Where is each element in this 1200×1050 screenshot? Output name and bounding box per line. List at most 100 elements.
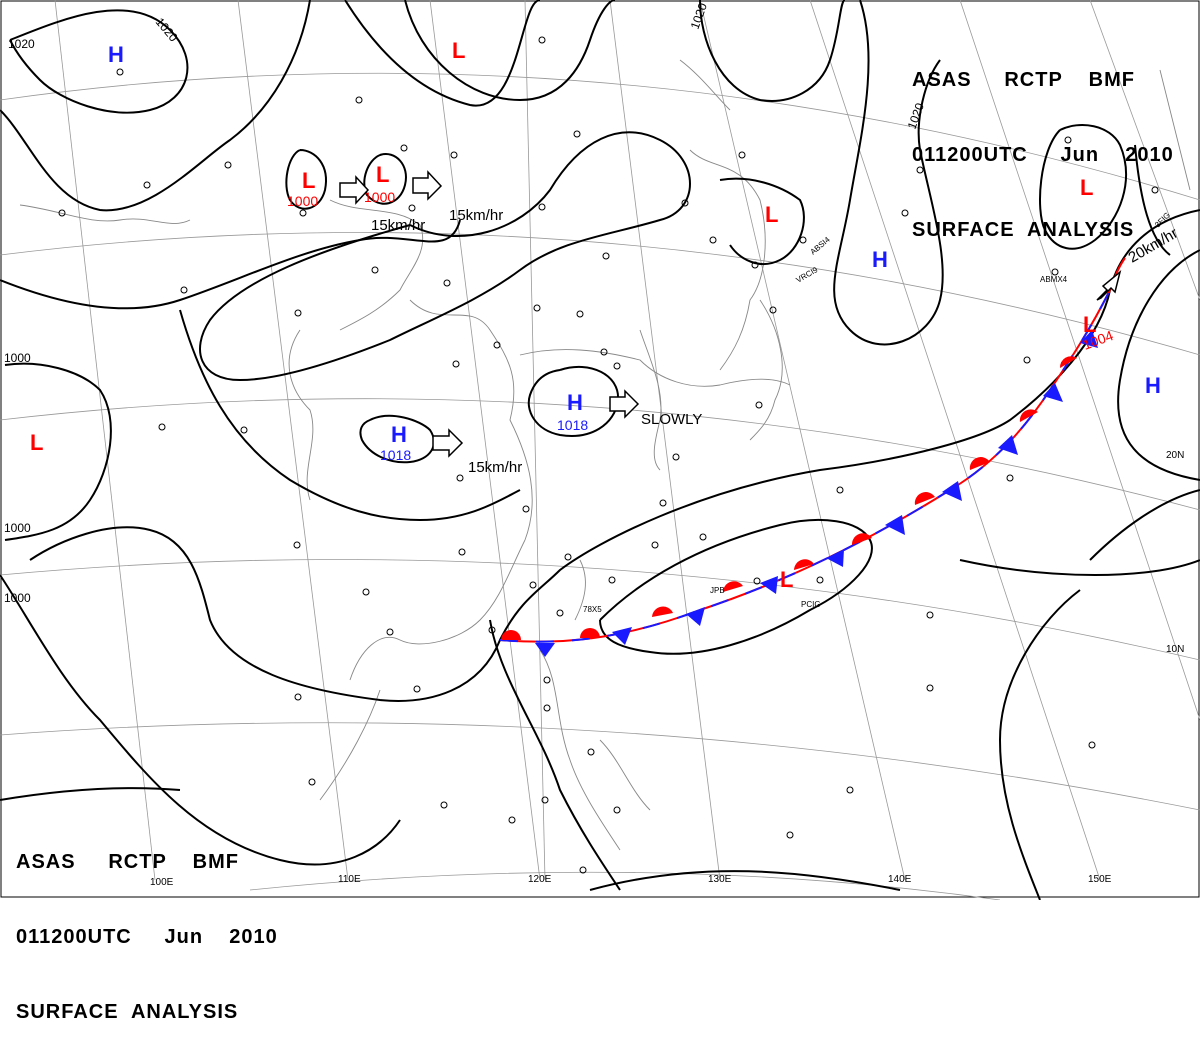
station-circle xyxy=(408,204,416,212)
station-circle xyxy=(1006,474,1014,482)
station-label: ABMX4 xyxy=(1040,275,1068,284)
station-circle xyxy=(293,541,301,549)
station-circle xyxy=(456,474,464,482)
station-circle xyxy=(440,801,448,809)
station-label: JPB xyxy=(710,586,725,595)
warm-front-bump xyxy=(794,559,814,570)
movement-label: 15km/hr xyxy=(371,217,425,234)
movement-label: SLOWLY xyxy=(641,411,702,428)
station-circle xyxy=(709,236,717,244)
station-circle xyxy=(400,144,408,152)
station-circle xyxy=(699,533,707,541)
station-circle xyxy=(659,499,667,507)
station-circle xyxy=(672,453,680,461)
station-circle xyxy=(600,348,608,356)
station-circle xyxy=(1088,741,1096,749)
cold-front-triangle xyxy=(826,549,844,567)
longitude-label: 140E xyxy=(888,874,912,885)
movement-arrow xyxy=(432,428,464,458)
station-circle xyxy=(452,360,460,368)
station-circle xyxy=(816,576,824,584)
station-circle xyxy=(576,310,584,318)
movement-label: 15km/hr xyxy=(468,459,522,476)
high-center-value: 1018 xyxy=(380,447,411,463)
coastlines xyxy=(19,59,1191,851)
station-circle xyxy=(299,209,307,217)
station-label: PCIG xyxy=(801,600,821,609)
station-circle xyxy=(143,181,151,189)
longitude-label: 150E xyxy=(1088,874,1112,885)
station-circle xyxy=(522,505,530,513)
station-circle xyxy=(371,266,379,274)
low-center: L xyxy=(780,567,793,592)
longitude-lines xyxy=(54,0,1200,881)
station-circle xyxy=(901,209,909,217)
station-circle xyxy=(613,806,621,814)
warm-front-bump xyxy=(723,581,743,592)
station-circle xyxy=(529,581,537,589)
warm-front-symbols xyxy=(501,356,1077,640)
cold-front-triangle xyxy=(998,435,1018,455)
cold-front-triangle xyxy=(760,576,778,594)
high-center: H xyxy=(108,42,124,67)
station-circle xyxy=(294,693,302,701)
low-center-value: 1000 xyxy=(364,189,395,205)
station-marks xyxy=(58,36,1159,874)
cold-front-triangle xyxy=(1080,330,1098,348)
station-circle xyxy=(926,684,934,692)
cold-front-symbols xyxy=(535,330,1098,657)
station-circle xyxy=(538,36,546,44)
footer-line-2: 011200UTC Jun 2010 xyxy=(16,926,278,948)
station-circle xyxy=(753,577,761,585)
low-center: L xyxy=(302,168,315,193)
station-circle xyxy=(681,199,689,207)
station-circle xyxy=(769,306,777,314)
station-circle xyxy=(543,676,551,684)
station-circle xyxy=(58,209,66,217)
station-circle xyxy=(836,486,844,494)
low-center: L xyxy=(1080,175,1093,200)
movement-arrow xyxy=(412,170,443,201)
footer-line-3: SURFACE ANALYSIS xyxy=(16,1001,239,1023)
isobar-labels: 1020 1020 1020 1020 1000 1000 1000 xyxy=(4,1,927,605)
station-circle xyxy=(751,261,759,269)
longitude-label: 110E xyxy=(338,874,361,885)
pressure-centers: H L L 1000 L 1000 L H 1018 H 1018 L H L … xyxy=(30,38,1161,592)
station-circle xyxy=(556,609,564,617)
low-center: L xyxy=(765,202,778,227)
station-circle xyxy=(738,151,746,159)
station-circle xyxy=(224,161,232,169)
station-circle xyxy=(587,748,595,756)
cold-front-triangle xyxy=(686,607,705,626)
station-circle xyxy=(1051,268,1059,276)
station-circle xyxy=(362,588,370,596)
longitude-labels: 100E 110E 120E 130E 140E 150E xyxy=(150,874,1112,888)
movement-label: 15km/hr xyxy=(449,207,503,224)
movement-arrow xyxy=(1096,269,1122,301)
cold-front-triangle xyxy=(885,515,905,535)
low-center: L xyxy=(376,162,389,187)
latitude-label: 10N xyxy=(1166,644,1184,655)
high-center: H xyxy=(872,247,888,272)
longitude-label: 100E xyxy=(150,877,174,888)
warm-front-bump xyxy=(969,457,990,470)
warm-front-bump xyxy=(1059,356,1077,368)
station-circle xyxy=(488,626,496,634)
header-line-1: ASAS RCTP BMF xyxy=(912,69,1135,91)
station-circle xyxy=(608,576,616,584)
station-circle xyxy=(541,796,549,804)
isobars xyxy=(0,0,1200,900)
isobar-label: 1000 xyxy=(4,591,31,605)
low-center: L xyxy=(1083,194,1084,196)
station-circle xyxy=(240,426,248,434)
station-circle xyxy=(926,611,934,619)
cold-front-triangle xyxy=(942,481,962,501)
station-circle xyxy=(116,68,124,76)
cold-front-triangle xyxy=(1043,383,1063,402)
station-circle xyxy=(308,778,316,786)
low-center-value: 1000 xyxy=(287,193,318,209)
station-circle xyxy=(573,130,581,138)
station-circle xyxy=(846,786,854,794)
chart-header: ASAS RCTP BMF 011200UTC Jun 2010 SURFACE… xyxy=(912,18,1174,268)
station-circle xyxy=(294,309,302,317)
